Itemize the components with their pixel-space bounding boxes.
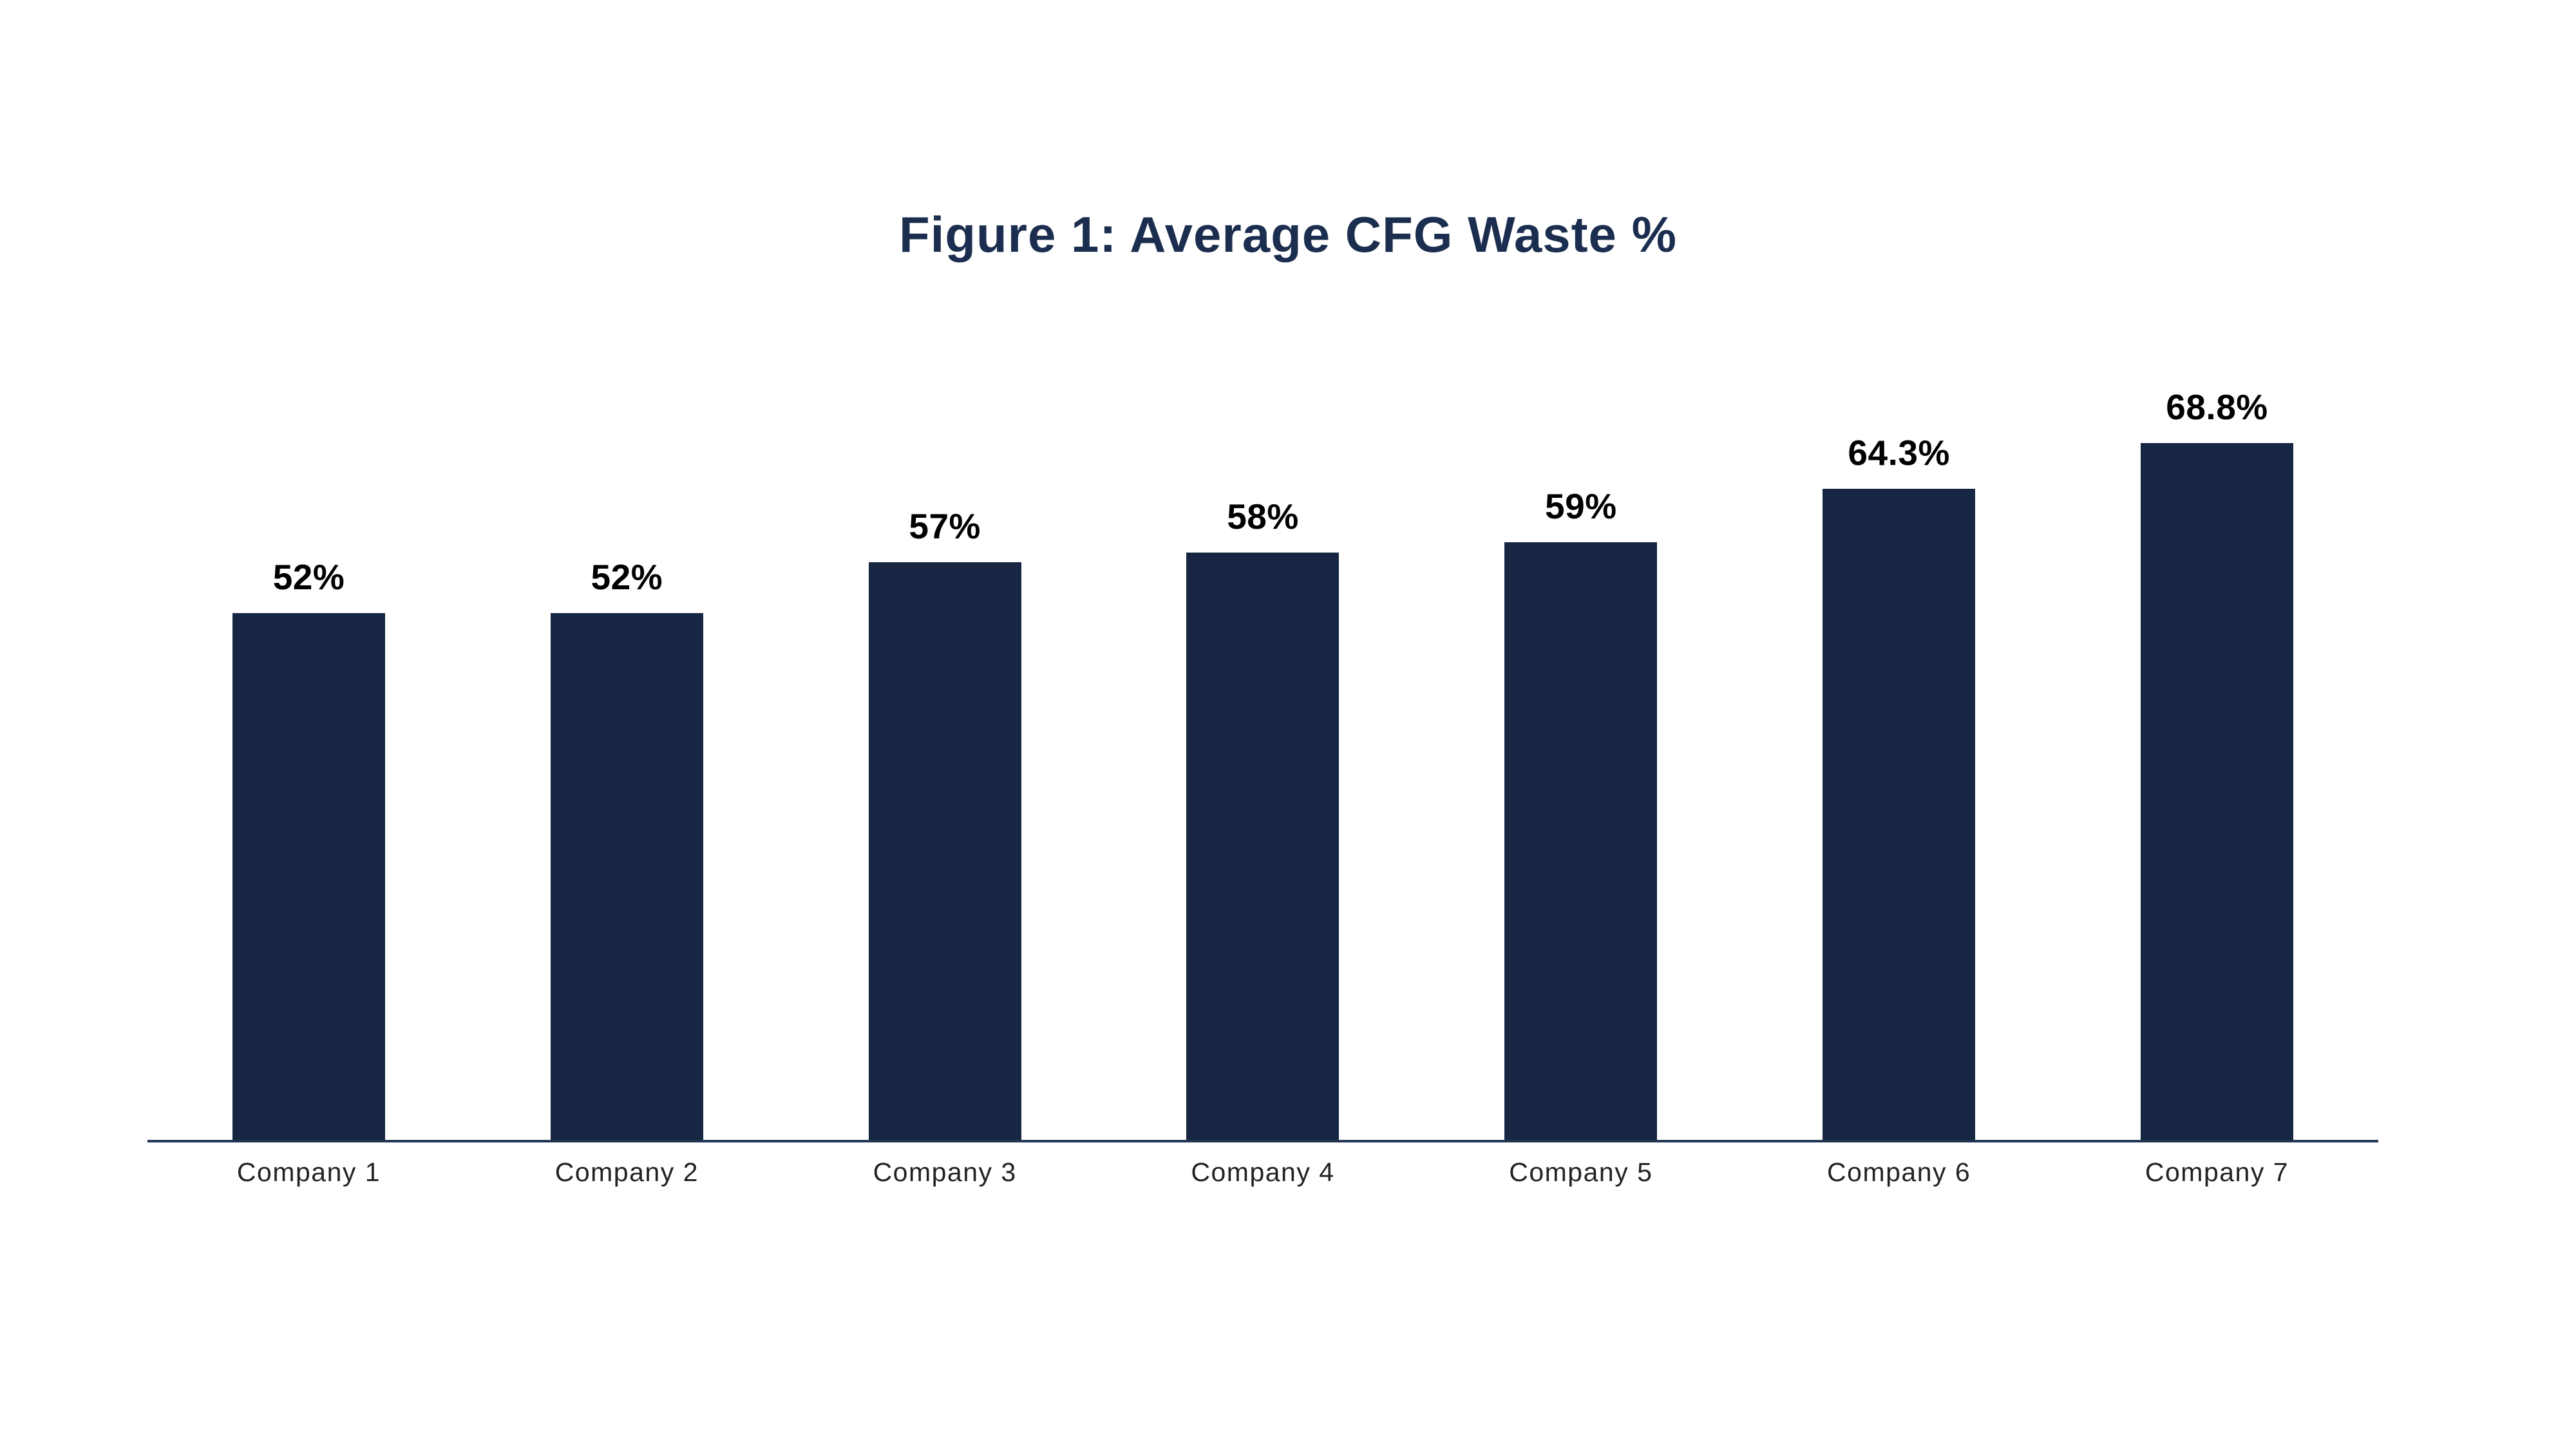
bar-value-label: 64.3% [1848, 433, 1950, 473]
bar-column: 52% [550, 557, 703, 1140]
bar [868, 562, 1021, 1140]
x-axis-labels-row: Company 1 Company 2 Company 3 Company 4 Comp… [147, 1157, 2378, 1188]
bar-value-label: 59% [1545, 486, 1617, 526]
bar-column: 64.3% [1823, 433, 1976, 1140]
bar-value-label: 52% [591, 557, 663, 597]
bar-column: 68.8% [2140, 387, 2293, 1140]
bar-value-label: 52% [272, 557, 345, 597]
x-axis-label: Company 1 [236, 1157, 381, 1187]
chart-title: Figure 1: Average CFG Waste % [899, 206, 1677, 263]
bar [1823, 489, 1976, 1140]
x-axis-line [147, 1140, 2378, 1142]
x-axis-label: Company 4 [1191, 1157, 1335, 1187]
bar [232, 613, 385, 1140]
x-axis-label: Company 7 [2145, 1157, 2289, 1187]
bar-column: 57% [868, 506, 1021, 1140]
x-axis-label: Company 6 [1827, 1157, 1971, 1187]
bar-value-label: 68.8% [2166, 387, 2268, 427]
bar-column: 59% [1504, 486, 1658, 1140]
x-axis-label: Company 2 [554, 1157, 699, 1187]
x-axis-label: Company 3 [873, 1157, 1017, 1187]
bar-value-label: 57% [909, 506, 981, 546]
bar-column: 52% [232, 560, 385, 1140]
bar-column: 58% [1186, 497, 1340, 1140]
plot-area: 52% 52% 57% 58% 59% 64.3% 68.8% [147, 0, 2378, 1140]
bar [550, 613, 703, 1140]
x-axis-label: Company 5 [1509, 1157, 1653, 1187]
bar-value-label: 58% [1227, 497, 1299, 536]
bar [2140, 443, 2293, 1140]
bar [1186, 553, 1340, 1140]
bar [1504, 542, 1658, 1140]
bars-row: 52% 52% 57% 58% 59% 64.3% 68.8% [147, 390, 2378, 1140]
